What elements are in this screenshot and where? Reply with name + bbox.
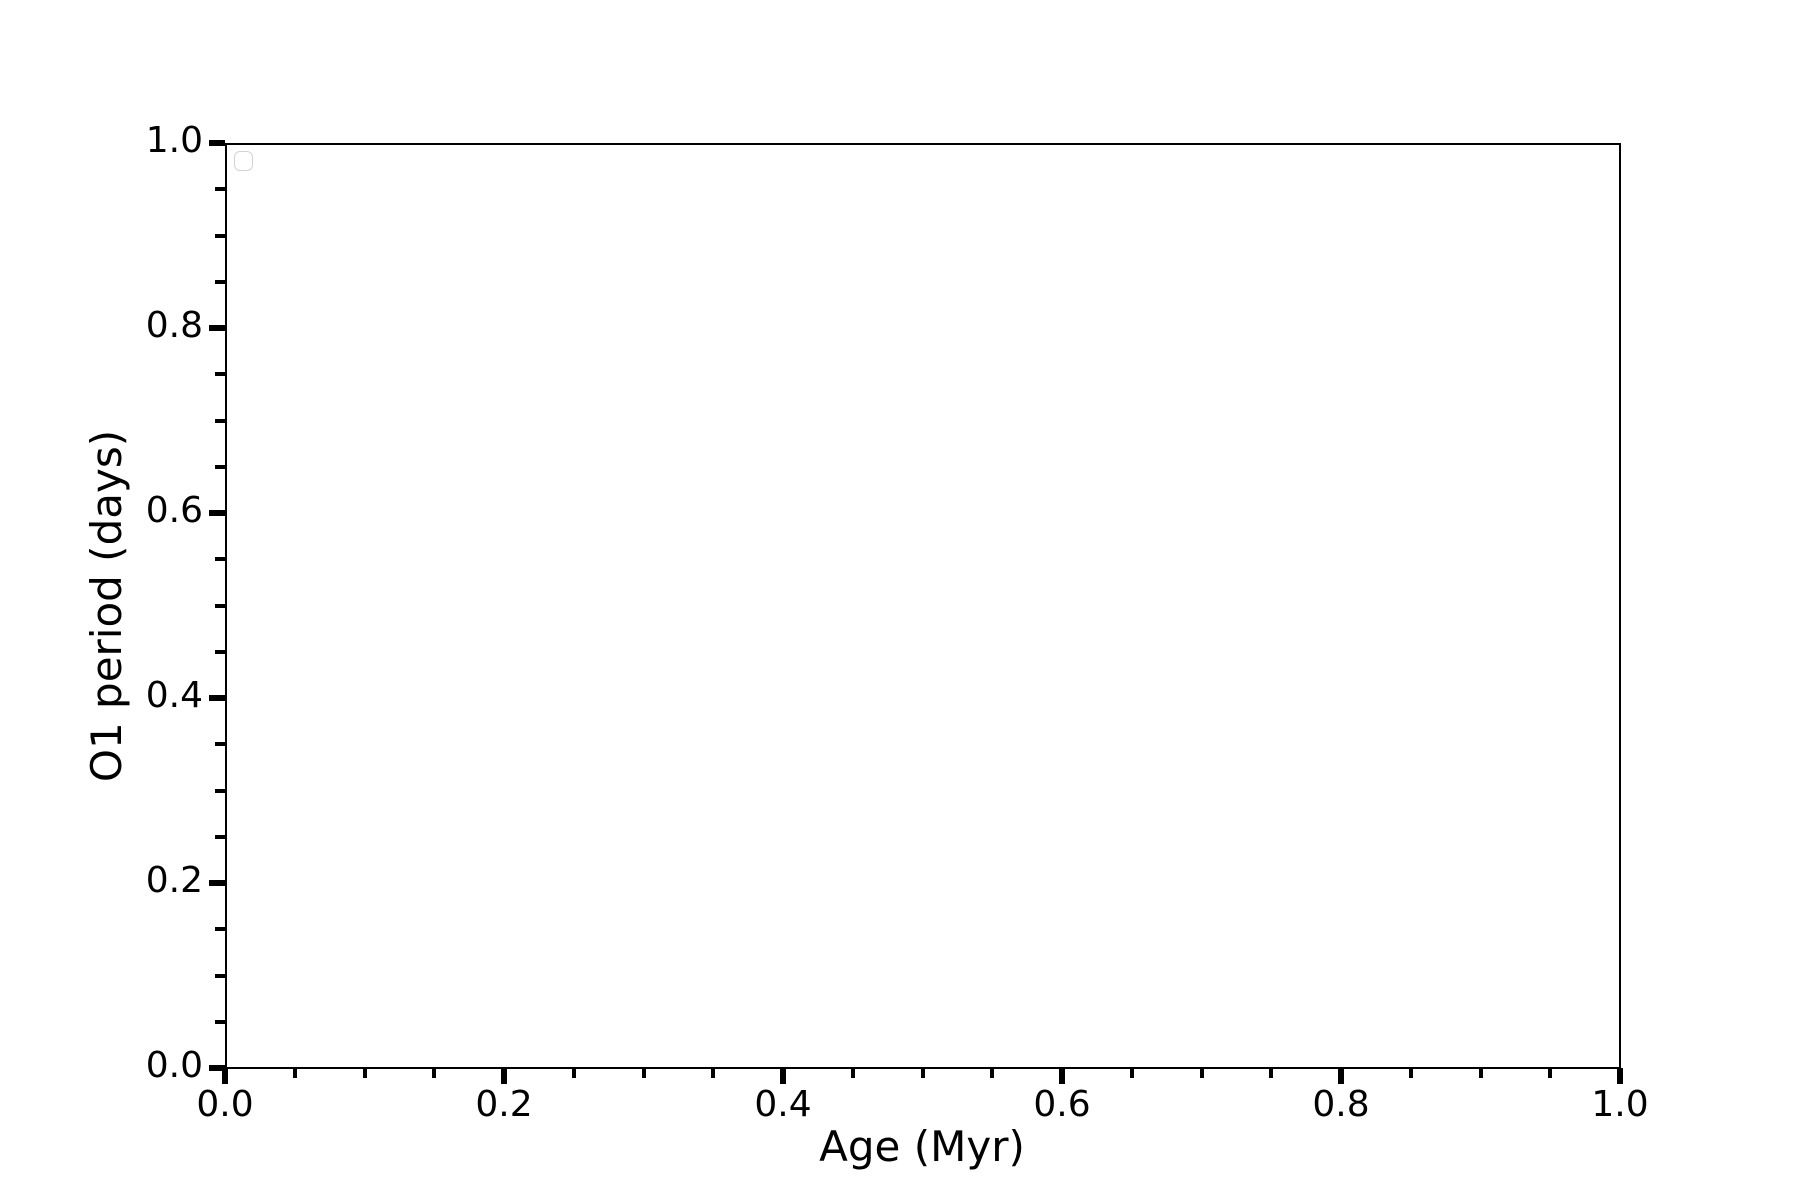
y-axis-label: O1 period (days)	[81, 429, 131, 783]
y-minor-tick	[215, 927, 225, 932]
y-minor-tick	[215, 418, 225, 423]
y-minor-tick	[215, 973, 225, 978]
y-tick-label: 0.6	[145, 490, 203, 532]
x-minor-tick	[292, 1068, 297, 1078]
x-tick-label: 0.6	[1033, 1084, 1091, 1125]
y-minor-tick	[215, 603, 225, 608]
y-tick-label: 0.8	[145, 305, 203, 347]
y-major-tick	[209, 880, 225, 886]
y-major-tick	[209, 510, 225, 516]
x-tick-label: 0.0	[196, 1084, 254, 1125]
y-minor-tick	[215, 279, 225, 284]
y-tick-label: 0.2	[145, 860, 203, 902]
x-tick-label: 0.2	[475, 1084, 533, 1125]
y-minor-tick	[215, 557, 225, 562]
x-minor-tick	[1129, 1068, 1134, 1078]
plot-area	[225, 143, 1621, 1069]
y-major-tick	[209, 325, 225, 331]
x-tick-label: 0.8	[1312, 1084, 1370, 1125]
y-major-tick	[209, 140, 225, 146]
x-minor-tick	[1408, 1068, 1413, 1078]
x-major-tick	[1059, 1068, 1065, 1084]
x-major-tick	[222, 1068, 228, 1084]
x-axis-label: Age (Myr)	[819, 1122, 1025, 1171]
x-minor-tick	[1269, 1068, 1274, 1078]
x-minor-tick	[920, 1068, 925, 1078]
x-major-tick	[1338, 1068, 1344, 1084]
y-major-tick	[209, 695, 225, 701]
y-tick-label: 1.0	[145, 120, 203, 162]
x-major-tick	[780, 1068, 786, 1084]
x-tick-label: 1.0	[1591, 1084, 1649, 1125]
y-tick-label: 0.4	[145, 675, 203, 717]
y-minor-tick	[215, 788, 225, 793]
y-minor-tick	[215, 649, 225, 654]
y-minor-tick	[215, 372, 225, 377]
y-minor-tick	[215, 834, 225, 839]
x-minor-tick	[850, 1068, 855, 1078]
x-tick-label: 0.4	[754, 1084, 812, 1125]
x-minor-tick	[1548, 1068, 1553, 1078]
x-minor-tick	[571, 1068, 576, 1078]
y-minor-tick	[215, 464, 225, 469]
x-minor-tick	[1478, 1068, 1483, 1078]
y-major-tick	[209, 1065, 225, 1071]
x-minor-tick	[641, 1068, 646, 1078]
x-minor-tick	[362, 1068, 367, 1078]
x-minor-tick	[990, 1068, 995, 1078]
x-major-tick	[1617, 1068, 1623, 1084]
y-minor-tick	[215, 187, 225, 192]
y-minor-tick	[215, 1019, 225, 1024]
x-major-tick	[501, 1068, 507, 1084]
legend-box	[234, 151, 253, 171]
x-minor-tick	[432, 1068, 437, 1078]
y-minor-tick	[215, 742, 225, 747]
y-minor-tick	[215, 233, 225, 238]
x-minor-tick	[711, 1068, 716, 1078]
x-minor-tick	[1199, 1068, 1204, 1078]
y-tick-label: 0.0	[145, 1045, 203, 1087]
